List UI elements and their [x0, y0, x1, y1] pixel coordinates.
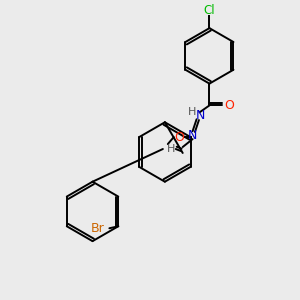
Text: O: O	[224, 99, 234, 112]
Text: H: H	[188, 107, 196, 117]
Text: H: H	[167, 144, 175, 154]
Text: Br: Br	[91, 222, 104, 235]
Text: N: N	[196, 109, 205, 122]
Text: Cl: Cl	[204, 4, 215, 17]
Text: O: O	[174, 130, 184, 144]
Text: N: N	[188, 129, 197, 142]
